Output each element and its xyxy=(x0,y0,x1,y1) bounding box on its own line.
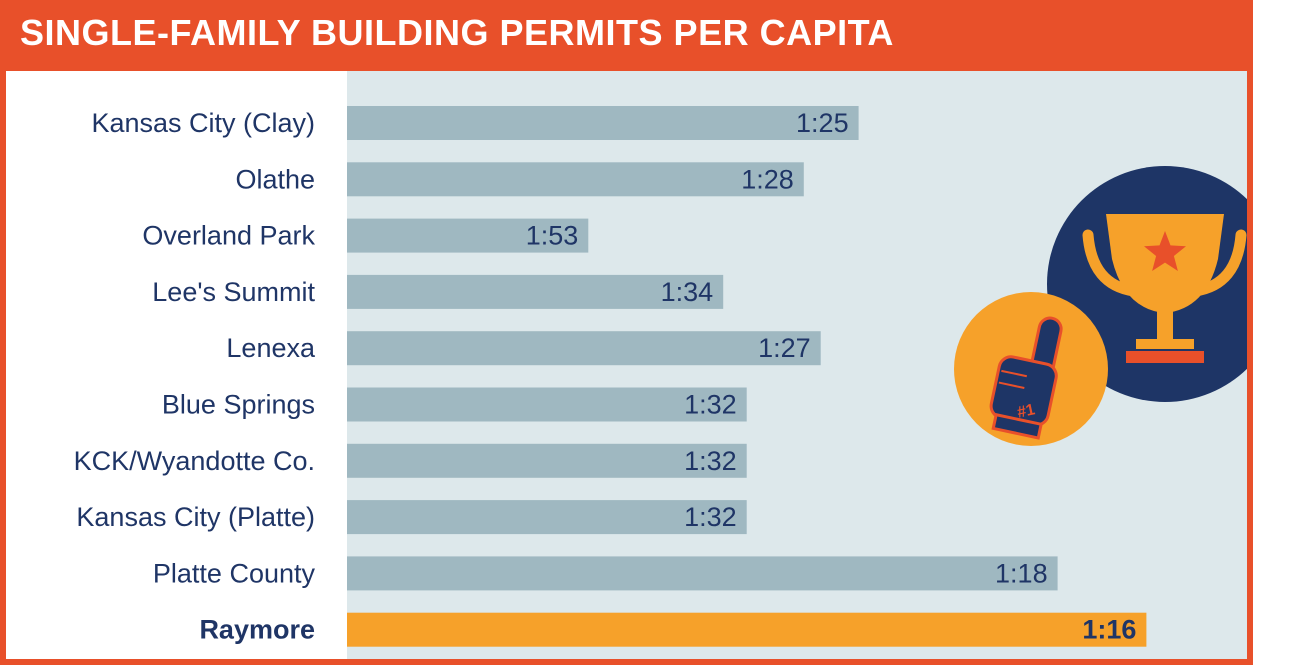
category-label: Lee's Summit xyxy=(152,277,315,307)
category-label: Platte County xyxy=(153,558,316,588)
data-label: 1:27 xyxy=(758,333,811,363)
bar-chart: Kansas City (Clay) 1:25 Olathe 1:28 Overland… xyxy=(74,106,1247,647)
bar xyxy=(347,274,724,309)
number-one-mark: #1 xyxy=(1016,401,1037,421)
category-label: Lenexa xyxy=(226,333,316,363)
data-label: 1:25 xyxy=(796,108,849,138)
bar xyxy=(347,443,747,478)
data-label: 1:16 xyxy=(1082,615,1136,645)
foam-finger-number-one-icon: #1 xyxy=(954,292,1108,446)
category-label: Blue Springs xyxy=(162,390,315,420)
bar xyxy=(347,106,859,140)
chart-frame: SINGLE-FAMILY BUILDING PERMITS PER CAPIT… xyxy=(0,0,1253,665)
category-label: KCK/Wyandotte Co. xyxy=(74,446,315,476)
chart-panel: Kansas City (Clay) 1:25 Olathe 1:28 Overland… xyxy=(6,71,1247,659)
data-label: 1:32 xyxy=(684,502,737,532)
data-label: 1:32 xyxy=(684,446,737,476)
category-label: Overland Park xyxy=(142,221,315,251)
bar xyxy=(347,387,747,422)
data-label: 1:34 xyxy=(661,277,714,307)
category-label: Kansas City (Clay) xyxy=(91,108,315,138)
category-label: Raymore xyxy=(199,615,315,645)
data-label: 1:28 xyxy=(741,164,794,194)
bar xyxy=(347,500,747,535)
bar xyxy=(347,556,1058,591)
data-label: 1:18 xyxy=(995,558,1048,588)
bar xyxy=(347,162,804,197)
bar-highlight xyxy=(347,612,1147,647)
data-label: 1:32 xyxy=(684,390,737,420)
chart-title: SINGLE-FAMILY BUILDING PERMITS PER CAPIT… xyxy=(20,12,894,53)
category-label: Olathe xyxy=(235,164,315,194)
data-label: 1:53 xyxy=(526,221,579,251)
bar xyxy=(347,331,821,366)
bar xyxy=(347,218,589,253)
category-label: Kansas City (Platte) xyxy=(76,502,315,532)
